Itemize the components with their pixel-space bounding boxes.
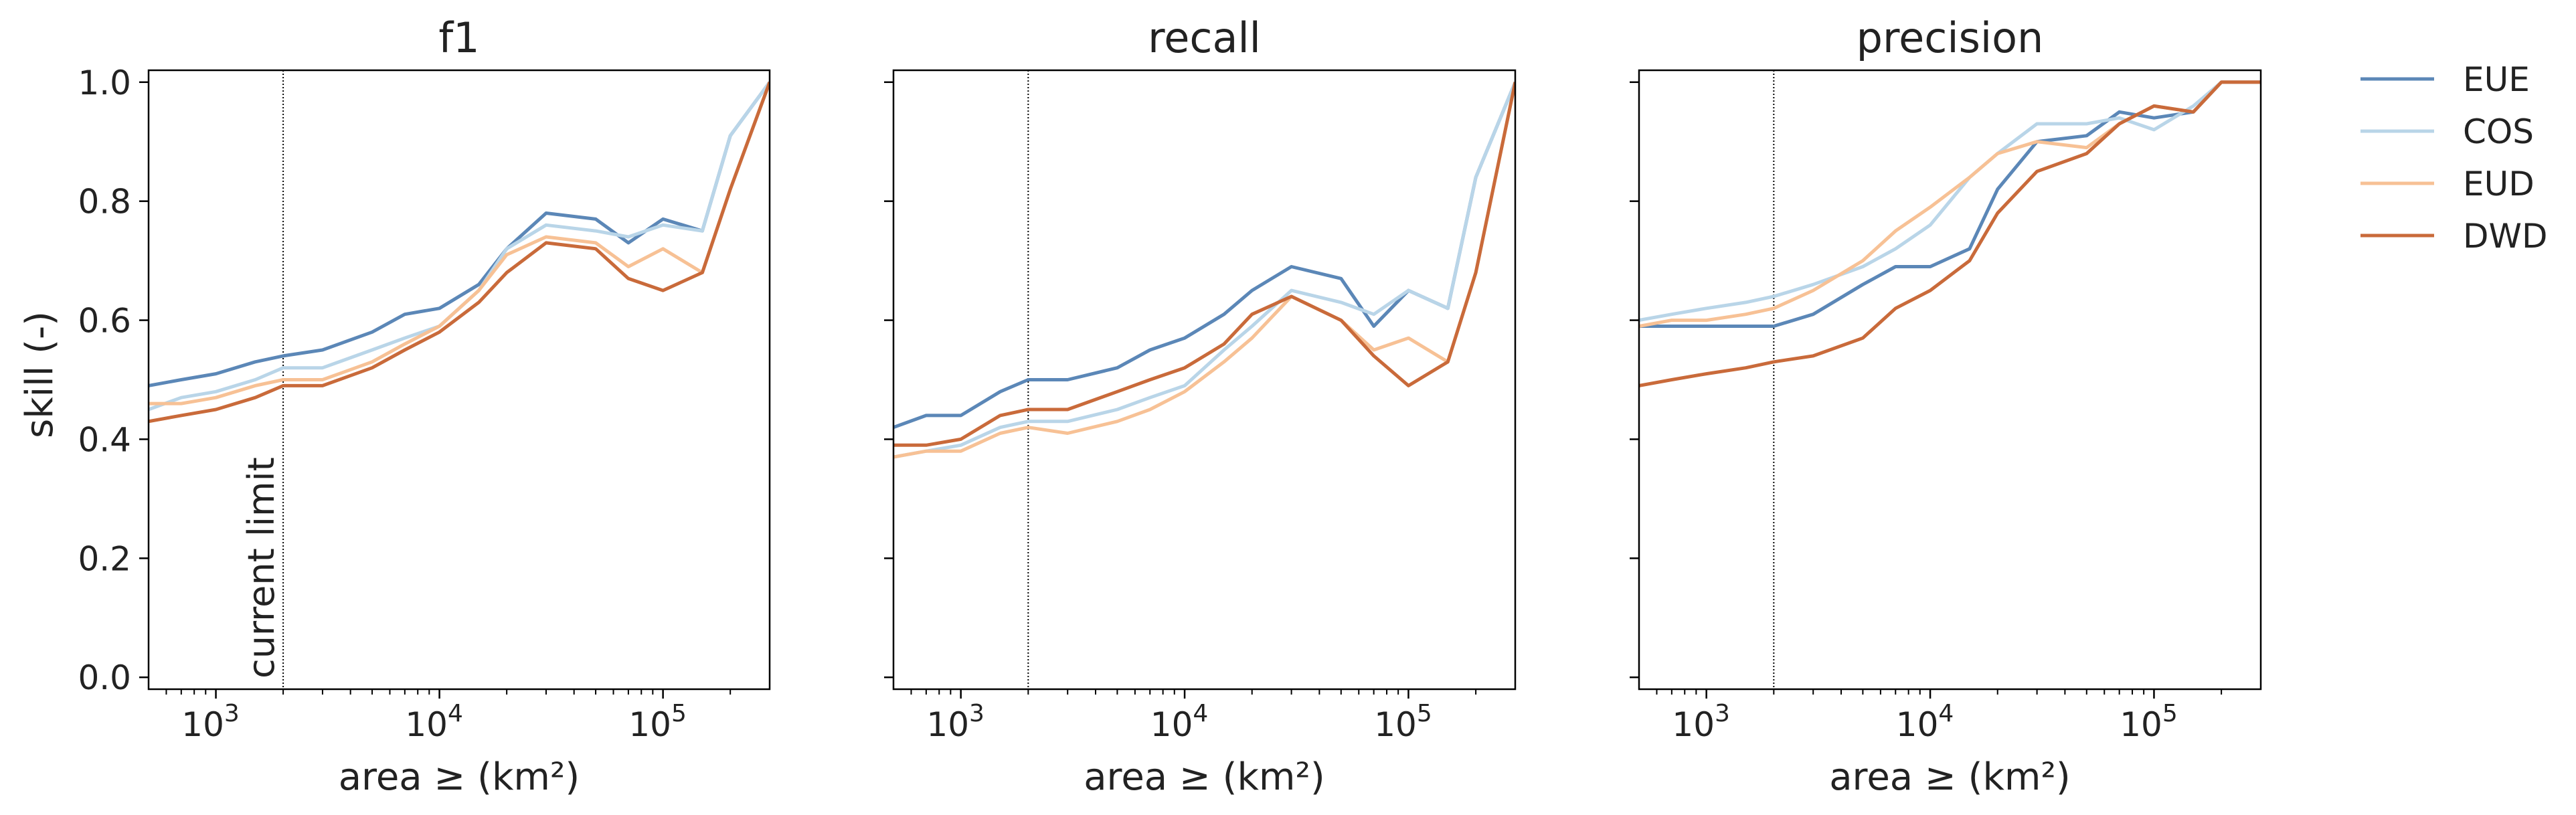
- panel-f1: f1 0.0 0.2 0.4 0.6 0.8 1.0 103 104 105 area ≥ (km²…: [78, 13, 771, 799]
- panel-title: precision: [1857, 13, 2044, 62]
- x-tick-label: 104: [1150, 700, 1209, 744]
- x-tick-label: 105: [628, 700, 687, 744]
- series-group: [893, 81, 1515, 459]
- series-line-cos: [149, 81, 770, 412]
- series-line-dwd: [893, 82, 1515, 447]
- y-tick-label: 0.4: [78, 420, 131, 459]
- x-tick-label: 103: [926, 700, 984, 744]
- y-tick-label: 0.6: [78, 302, 131, 341]
- series-line-eue: [1639, 80, 2261, 328]
- series-line-eue: [149, 81, 770, 387]
- series-line-eud: [1639, 80, 2261, 328]
- axes-frame: [1638, 69, 2262, 691]
- series-line-cos: [893, 81, 1515, 459]
- series-line-dwd: [149, 81, 770, 424]
- y-tick-label: 0.2: [78, 539, 131, 578]
- legend-label-cos: COS: [2463, 112, 2534, 151]
- x-tick-label: 105: [1374, 700, 1432, 744]
- series-group: [1639, 80, 2261, 387]
- series-line-cos: [1639, 80, 2261, 323]
- panel-precision: precision 103 104 105 area ≥ (km²): [1630, 13, 2262, 799]
- series-group: [149, 81, 770, 424]
- series-line-eud: [893, 82, 1515, 459]
- legend: EUE COS EUD DWD: [2360, 60, 2547, 256]
- x-tick-label: 104: [1896, 700, 1954, 744]
- current-limit-annotation: current limit: [240, 457, 282, 678]
- y-tick-label: 0.0: [78, 658, 131, 697]
- x-tick-label: 104: [405, 700, 463, 744]
- y-tick-label: 1.0: [78, 64, 131, 102]
- panel-title: recall: [1148, 13, 1261, 62]
- x-tick-label: 103: [1672, 700, 1730, 744]
- axes-frame: [892, 69, 1517, 691]
- x-tick-label: 103: [181, 700, 240, 744]
- y-tick-label: 0.8: [78, 183, 131, 221]
- axes-frame: [147, 69, 771, 691]
- legend-label-eud: EUD: [2463, 165, 2535, 203]
- series-line-eud: [149, 81, 770, 405]
- panel-title: f1: [438, 13, 479, 62]
- y-axis-label: skill (-): [18, 311, 62, 438]
- legend-label-eue: EUE: [2463, 60, 2530, 99]
- x-axis-label: area ≥ (km²): [339, 755, 580, 799]
- x-tick-label: 105: [2120, 700, 2178, 744]
- panel-recall: recall 103 104 105 area ≥ (km²): [884, 13, 1517, 799]
- legend-label-dwd: DWD: [2463, 217, 2547, 256]
- x-axis-label: area ≥ (km²): [1084, 755, 1325, 799]
- panels: f1 0.0 0.2 0.4 0.6 0.8 1.0 103 104 105 area ≥ (km²…: [78, 13, 2262, 799]
- series-line-dwd: [1639, 80, 2261, 387]
- x-axis-label: area ≥ (km²): [1829, 755, 2071, 799]
